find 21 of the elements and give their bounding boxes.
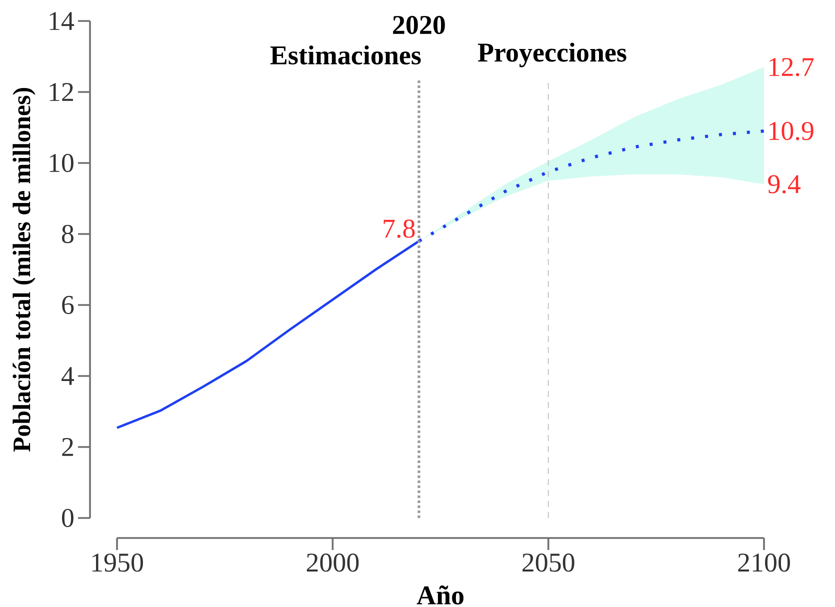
y-tick-label: 12 [50,83,73,101]
annotation: 12.7 [770,58,814,76]
y-tick-label: 4 [62,367,74,385]
annotation: Proyecciones [478,42,626,68]
ref-line-label: 2020 [393,16,445,34]
data-label: 10.9 [770,122,814,140]
x-tick-label: 2100 [738,554,790,572]
x-tick-label: 1950 [92,554,143,572]
x-tick-label: 2050 [522,554,574,572]
annotation: 9.4 [768,175,801,194]
x-axis-title: Año [416,585,464,605]
data-label: 7.8 [384,220,415,238]
x-tick-label: 2000 [306,554,359,572]
y-tick-label: 10 [50,154,74,172]
y-tick-label: 8 [62,224,74,244]
y-tick-label: 6 [62,296,74,314]
y-tick-label: 0 [62,508,74,528]
y-tick-label: 2 [62,438,73,456]
annotation: Estimaciones [270,45,421,64]
y-axis-title: Población total (miles de millones) [12,88,36,452]
y-tick-label: 14 [50,12,74,30]
